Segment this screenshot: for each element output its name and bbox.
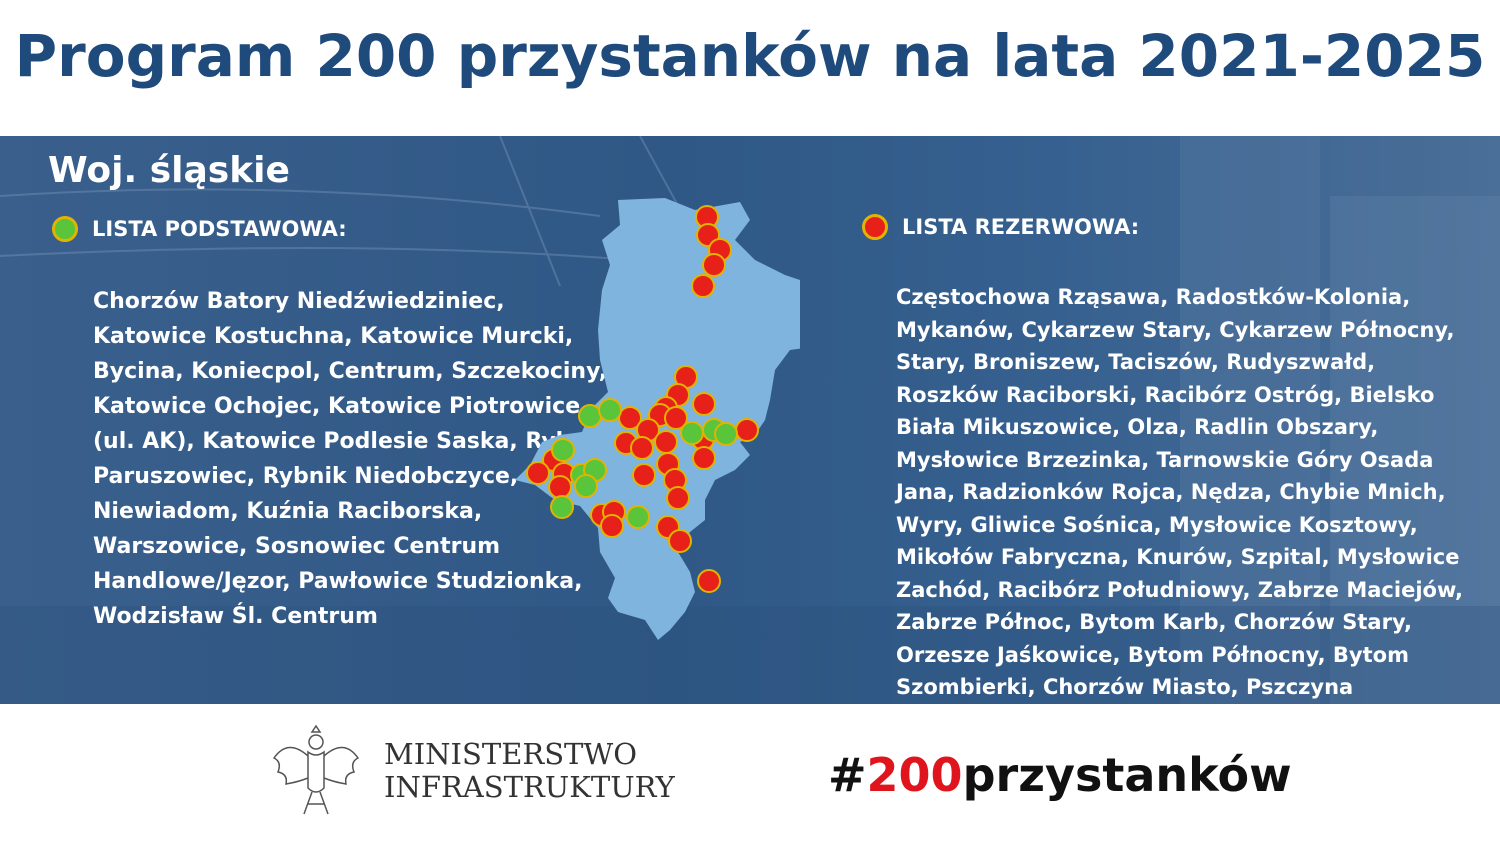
eagle-emblem-icon	[272, 724, 360, 815]
map-panel	[0, 136, 1500, 704]
legend-basic: LISTA PODSTAWOWA:	[52, 216, 347, 242]
hashtag: #200przystanków	[828, 748, 1292, 802]
hashtag-number: 200	[866, 748, 963, 802]
reserve-marker	[654, 430, 678, 454]
reserve-marker	[692, 446, 716, 470]
legend-basic-label: LISTA PODSTAWOWA:	[92, 217, 347, 241]
reserve-marker	[666, 486, 690, 510]
reserve-marker	[691, 274, 715, 298]
reserve-stations-list: Częstochowa Rząsawa, Radostków-Kolonia, …	[896, 285, 1463, 732]
basic-stations-list: Chorzów Batory Niedźwiedziniec, Katowice…	[93, 289, 610, 629]
basic-marker	[574, 474, 598, 498]
ministry-line-2: INFRASTRUKTURY	[384, 770, 675, 804]
reserve-marker	[548, 475, 572, 499]
reserve-marker	[735, 418, 759, 442]
basic-marker	[550, 495, 574, 519]
reserve-marker	[668, 529, 692, 553]
green-dot-icon	[52, 216, 78, 242]
basic-marker	[551, 438, 575, 462]
basic-marker	[598, 398, 622, 422]
reserve-marker	[632, 463, 656, 487]
reserve-marker	[600, 514, 624, 538]
region-title: Woj. śląskie	[48, 150, 290, 191]
hashtag-prefix: #	[828, 748, 867, 802]
basic-marker	[578, 404, 602, 428]
legend-reserve: LISTA REZERWOWA:	[862, 214, 1139, 240]
basic-markers	[550, 398, 738, 529]
basic-marker	[680, 421, 704, 445]
legend-reserve-label: LISTA REZERWOWA:	[902, 215, 1140, 239]
reserve-marker	[697, 569, 721, 593]
reserve-marker	[526, 461, 550, 485]
reserve-marker	[692, 392, 716, 416]
basic-marker	[714, 422, 738, 446]
reserve-marker	[630, 436, 654, 460]
silesia-map	[515, 198, 800, 640]
ministry-name: MINISTERSTWO INFRASTRUKTURY	[384, 738, 675, 804]
reserve-marker	[702, 253, 726, 277]
reserve-markers	[526, 205, 759, 593]
basic-marker	[626, 505, 650, 529]
ministry-line-1: MINISTERSTWO	[384, 737, 637, 771]
red-dot-icon	[862, 214, 888, 240]
page-title: Program 200 przystanków na lata 2021-202…	[14, 22, 1486, 90]
reserve-marker	[664, 406, 688, 430]
background-decoration	[0, 136, 1500, 704]
hashtag-word: przystanków	[962, 748, 1292, 802]
reserve-marker	[618, 406, 642, 430]
